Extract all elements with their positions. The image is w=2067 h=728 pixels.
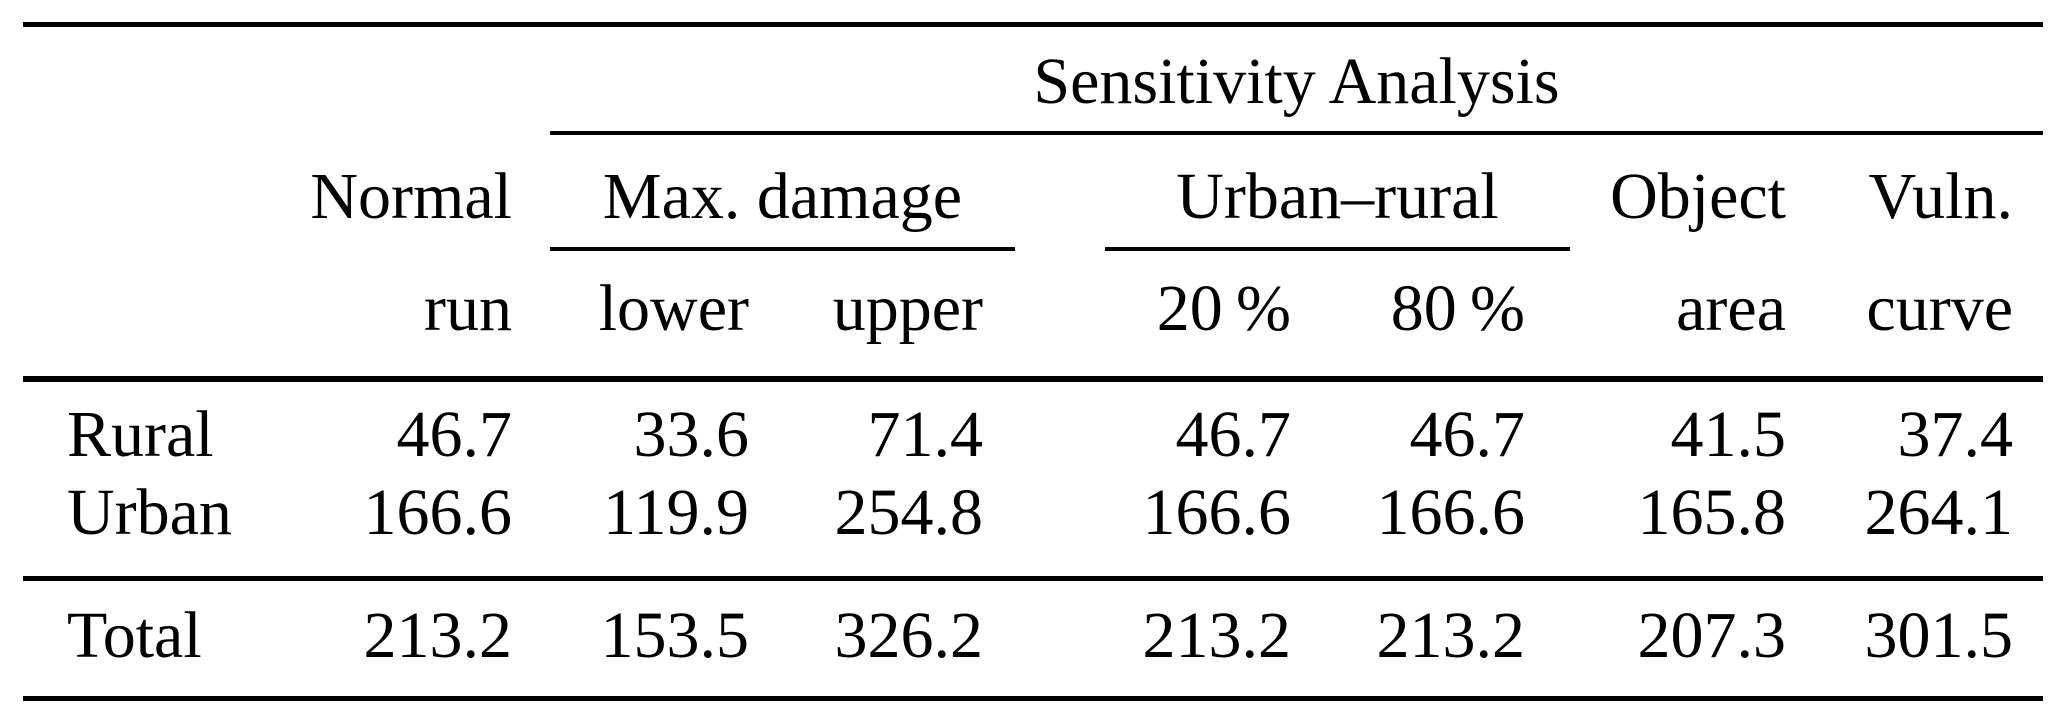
column-header-80pct: 80 % <box>1390 272 1525 345</box>
rule-sensitivity-spanner <box>550 131 2043 135</box>
table-cell: 165.8 <box>1637 476 1787 549</box>
column-header-normal-line2: run <box>424 272 512 345</box>
table-cell: 301.5 <box>1864 599 2014 672</box>
table-cell: 153.5 <box>600 599 750 672</box>
row-label: Rural <box>67 398 214 471</box>
column-group-urban-rural: Urban–rural <box>1176 160 1499 233</box>
column-header-20pct: 20 % <box>1156 272 1291 345</box>
table-cell: 264.1 <box>1864 476 2014 549</box>
table-cell: 254.8 <box>834 476 984 549</box>
row-label: Total <box>67 599 202 672</box>
rule-top <box>23 22 2043 27</box>
column-group-max-damage: Max. damage <box>602 160 963 233</box>
table-row-urban: Urban 166.6 119.9 254.8 166.6 166.6 165.… <box>23 480 2043 546</box>
table-cell: 119.9 <box>602 476 749 549</box>
table-cell: 166.6 <box>1376 476 1526 549</box>
table-cell: 33.6 <box>633 398 750 471</box>
table-cell: 326.2 <box>834 599 984 672</box>
table-cell: 213.2 <box>1142 599 1292 672</box>
table-cell: 213.2 <box>363 599 513 672</box>
column-header-upper: upper <box>832 272 983 345</box>
rule-bottom <box>23 696 2043 701</box>
column-header-normal-line1: Normal <box>310 160 512 233</box>
table-spanner-title: Sensitivity Analysis <box>1033 45 1560 118</box>
table-cell: 213.2 <box>1376 599 1526 672</box>
row-label: Urban <box>67 476 232 549</box>
table-cell: 166.6 <box>1142 476 1292 549</box>
rule-max-damage-group <box>550 247 1015 251</box>
column-header-object-line2: area <box>1676 272 1786 345</box>
table-row-rural: Rural 46.7 33.6 71.4 46.7 46.7 41.5 37.4 <box>23 402 2043 468</box>
header-row-1: Normal Object Vuln. <box>23 164 2043 230</box>
table-cell: 37.4 <box>1897 398 2014 471</box>
table-cell: 41.5 <box>1670 398 1787 471</box>
rule-above-total <box>23 576 2043 581</box>
table-row-total: Total 213.2 153.5 326.2 213.2 213.2 207.… <box>23 603 2043 669</box>
rule-urban-rural-group <box>1105 247 1570 251</box>
header-row-2: run lower upper 20 % 80 % area curve <box>23 276 2043 342</box>
table-cell: 207.3 <box>1637 599 1787 672</box>
rule-header-bottom <box>23 376 2043 382</box>
table-cell: 166.6 <box>363 476 513 549</box>
table-cell: 46.7 <box>396 398 513 471</box>
column-header-vuln-line1: Vuln. <box>1868 160 2013 233</box>
table-cell: 46.7 <box>1409 398 1526 471</box>
table-cell: 71.4 <box>867 398 984 471</box>
column-header-lower: lower <box>598 272 749 345</box>
column-header-vuln-line2: curve <box>1866 272 2013 345</box>
column-header-object-line1: Object <box>1610 160 1786 233</box>
table-cell: 46.7 <box>1175 398 1292 471</box>
